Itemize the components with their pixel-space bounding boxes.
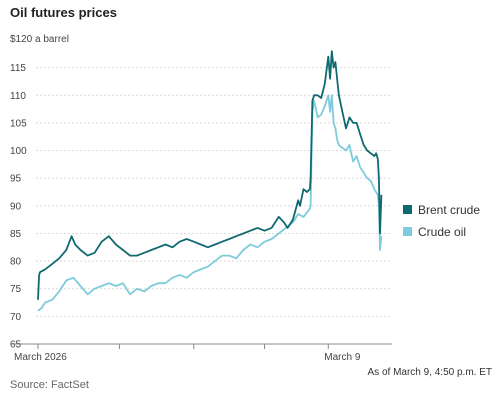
- y-axis: $120 a barrel 65 70 75 80 85 90 95 100 105 110 115: [10, 34, 69, 351]
- y-tick-label: 95: [10, 174, 22, 185]
- series-line-crude-oil: [37, 94, 383, 312]
- y-tick-label: 70: [10, 312, 22, 323]
- as-of-note: As of March 9, 4:50 p.m. ET: [367, 367, 493, 378]
- y-tick-label: 80: [10, 257, 22, 268]
- series-lines: [37, 50, 383, 312]
- legend-swatch-crude-oil: [403, 227, 412, 236]
- y-tick-label: 65: [10, 340, 22, 351]
- y-axis-unit-label: $120 a barrel: [10, 34, 69, 45]
- series-line-brent-crude: [37, 50, 383, 300]
- gridlines: [36, 67, 392, 317]
- legend-label-crude-oil: Crude oil: [418, 225, 466, 239]
- y-tick-label: 85: [10, 229, 22, 240]
- legend: Brent crude Crude oil: [403, 203, 480, 239]
- y-tick-label: 115: [10, 63, 26, 74]
- y-tick-label: 90: [10, 201, 22, 212]
- y-tick-label: 110: [10, 91, 26, 102]
- x-tick-label: March 9: [324, 352, 361, 363]
- legend-label-brent-crude: Brent crude: [418, 203, 480, 217]
- y-tick-label: 75: [10, 284, 22, 295]
- y-tick-label: 105: [10, 118, 27, 129]
- chart-title: Oil futures prices: [10, 5, 117, 20]
- x-axis: March 2026 March 9: [10, 343, 392, 363]
- y-tick-label: 100: [10, 146, 27, 157]
- x-tick-label: March 2026: [14, 352, 67, 363]
- source-note: Source: FactSet: [10, 379, 89, 391]
- legend-swatch-brent-crude: [403, 205, 412, 214]
